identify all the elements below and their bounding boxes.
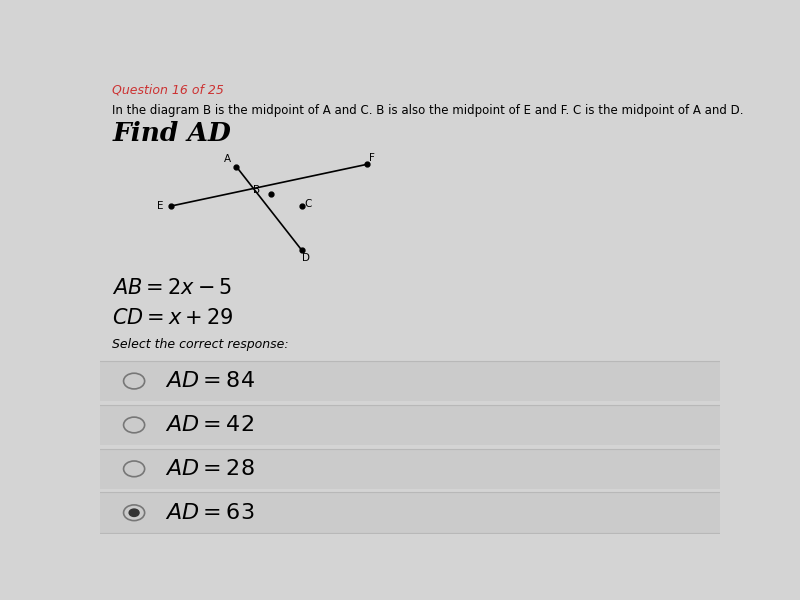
Text: $CD = x + 29$: $CD = x + 29$ — [112, 308, 234, 328]
Text: Select the correct response:: Select the correct response: — [112, 338, 289, 350]
Text: A: A — [224, 154, 231, 164]
Text: $AD = 42$: $AD = 42$ — [165, 414, 254, 436]
Text: E: E — [157, 201, 163, 211]
Text: B: B — [254, 185, 261, 195]
Text: $AD = 84$: $AD = 84$ — [165, 370, 255, 392]
FancyBboxPatch shape — [100, 493, 720, 533]
Text: F: F — [370, 154, 375, 163]
Text: Find AD: Find AD — [112, 121, 231, 146]
FancyBboxPatch shape — [100, 361, 720, 401]
FancyBboxPatch shape — [100, 449, 720, 489]
Text: $AD = 28$: $AD = 28$ — [165, 458, 254, 480]
Text: C: C — [304, 199, 311, 209]
Text: D: D — [302, 253, 310, 263]
Text: In the diagram B is the midpoint of A and C. B is also the midpoint of E and F. : In the diagram B is the midpoint of A an… — [112, 104, 744, 118]
Text: Question 16 of 25: Question 16 of 25 — [112, 83, 224, 97]
Text: $AB = 2x - 5$: $AB = 2x - 5$ — [112, 278, 232, 298]
Text: $AD = 63$: $AD = 63$ — [165, 502, 254, 524]
Circle shape — [129, 509, 139, 517]
FancyBboxPatch shape — [100, 404, 720, 445]
